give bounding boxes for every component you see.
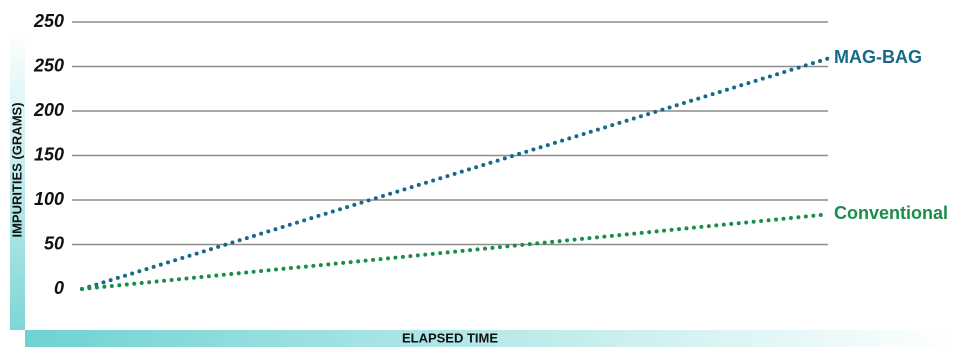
y-tick-label: 200 [33, 100, 64, 120]
y-axis-label: IMPURITIES (GRAMS) [9, 102, 24, 237]
y-tick-label: 150 [34, 144, 64, 164]
series-label: MAG-BAG [834, 47, 922, 67]
series-line [80, 56, 830, 291]
y-tick-label: 0 [54, 278, 64, 298]
series-line [80, 212, 830, 291]
x-band [25, 330, 954, 347]
y-tick-label: 50 [44, 233, 64, 253]
y-tick-label: 250 [33, 55, 64, 75]
series-label: Conventional [834, 203, 948, 223]
x-axis-label: ELAPSED TIME [402, 330, 498, 345]
y-tick-label: 250 [33, 11, 64, 31]
y-band [10, 30, 25, 330]
y-tick-label: 100 [34, 189, 64, 209]
